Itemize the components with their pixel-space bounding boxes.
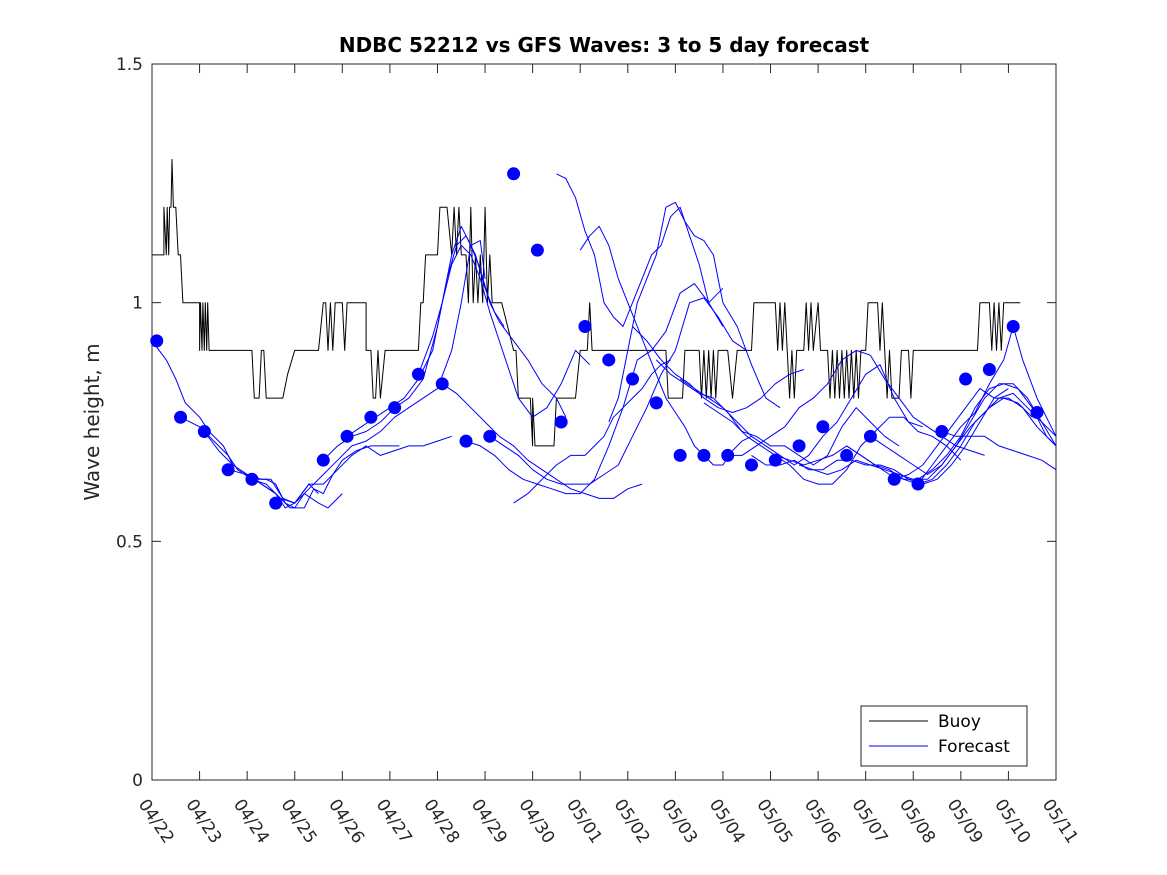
forecast-series-line bbox=[579, 225, 752, 466]
forecast-series-line bbox=[679, 364, 923, 466]
chart-title: NDBC 52212 vs GFS Waves: 3 to 5 day fore… bbox=[339, 33, 870, 57]
forecast-point bbox=[863, 429, 877, 443]
forecast-point bbox=[507, 167, 521, 181]
forecast-series-line bbox=[227, 435, 452, 509]
forecast-series-line bbox=[608, 201, 781, 423]
forecast-point bbox=[197, 425, 211, 439]
forecast-series-line bbox=[322, 235, 505, 461]
forecast-point bbox=[1030, 405, 1044, 419]
legend-box bbox=[860, 705, 1028, 767]
forecast-point bbox=[816, 420, 830, 434]
forecast-series-line bbox=[251, 240, 486, 504]
forecast-point bbox=[887, 472, 901, 486]
forecast-point bbox=[269, 496, 283, 510]
forecast-series-line bbox=[513, 359, 671, 504]
forecast-series-line bbox=[203, 431, 400, 509]
forecast-point bbox=[982, 362, 996, 376]
forecast-series-line bbox=[917, 326, 1057, 485]
plot-area bbox=[151, 63, 1057, 781]
forecast-point bbox=[340, 429, 354, 443]
y-tick-label: 0 bbox=[132, 771, 143, 791]
forecast-point bbox=[911, 477, 925, 491]
forecast-point bbox=[744, 458, 758, 472]
forecast-point bbox=[316, 453, 330, 467]
y-tick-label: 1.5 bbox=[116, 55, 143, 75]
y-axis-label: Wave height, m bbox=[80, 343, 104, 500]
forecast-series-line bbox=[441, 383, 643, 499]
forecast-point bbox=[530, 243, 544, 257]
series-layer bbox=[150, 159, 1057, 510]
forecast-point bbox=[459, 434, 473, 448]
forecast-series-line bbox=[798, 392, 1057, 480]
forecast-point bbox=[649, 396, 663, 410]
forecast-series-line bbox=[751, 388, 1009, 485]
forecast-point bbox=[840, 448, 854, 462]
forecast-point bbox=[388, 401, 402, 415]
forecast-point bbox=[245, 472, 259, 486]
forecast-point bbox=[721, 448, 735, 462]
buoy-series-line bbox=[152, 159, 1021, 447]
forecast-series-line bbox=[846, 383, 1057, 480]
forecast-point bbox=[174, 410, 188, 424]
legend: Buoy Forecast bbox=[860, 705, 1028, 767]
forecast-point bbox=[578, 320, 592, 334]
forecast-series-line bbox=[703, 402, 962, 485]
forecast-series-line bbox=[489, 297, 747, 485]
forecast-point bbox=[435, 377, 449, 391]
forecast-series-line bbox=[465, 283, 724, 495]
y-axis: 0 0.5 1 1.5 bbox=[116, 55, 1056, 791]
forecast-series-line bbox=[556, 173, 724, 327]
y-tick-label: 1 bbox=[132, 294, 143, 314]
forecast-point bbox=[221, 463, 235, 477]
forecast-point bbox=[150, 334, 164, 348]
forecast-point bbox=[554, 415, 568, 429]
forecast-point bbox=[697, 448, 711, 462]
forecast-point bbox=[602, 353, 616, 367]
forecast-point bbox=[792, 439, 806, 453]
forecast-point bbox=[673, 448, 687, 462]
forecast-series-line bbox=[894, 388, 1057, 480]
forecast-series-line bbox=[941, 431, 1057, 471]
forecast-point bbox=[959, 372, 973, 386]
forecast-point bbox=[1006, 320, 1020, 334]
y-tick-label: 0.5 bbox=[116, 532, 143, 552]
forecast-series-line bbox=[655, 359, 900, 466]
forecast-point bbox=[483, 429, 497, 443]
legend-label-buoy: Buoy bbox=[938, 712, 981, 732]
forecast-series-line bbox=[417, 244, 591, 418]
legend-label-forecast: Forecast bbox=[938, 737, 1010, 757]
forecast-point bbox=[364, 410, 378, 424]
forecast-series-line bbox=[180, 416, 343, 509]
forecast-series-line bbox=[632, 326, 804, 413]
forecast-point bbox=[935, 425, 949, 439]
forecast-point bbox=[411, 367, 425, 381]
forecast-point bbox=[626, 372, 640, 386]
forecast-point bbox=[768, 453, 782, 467]
forecast-series-line bbox=[870, 383, 1057, 475]
